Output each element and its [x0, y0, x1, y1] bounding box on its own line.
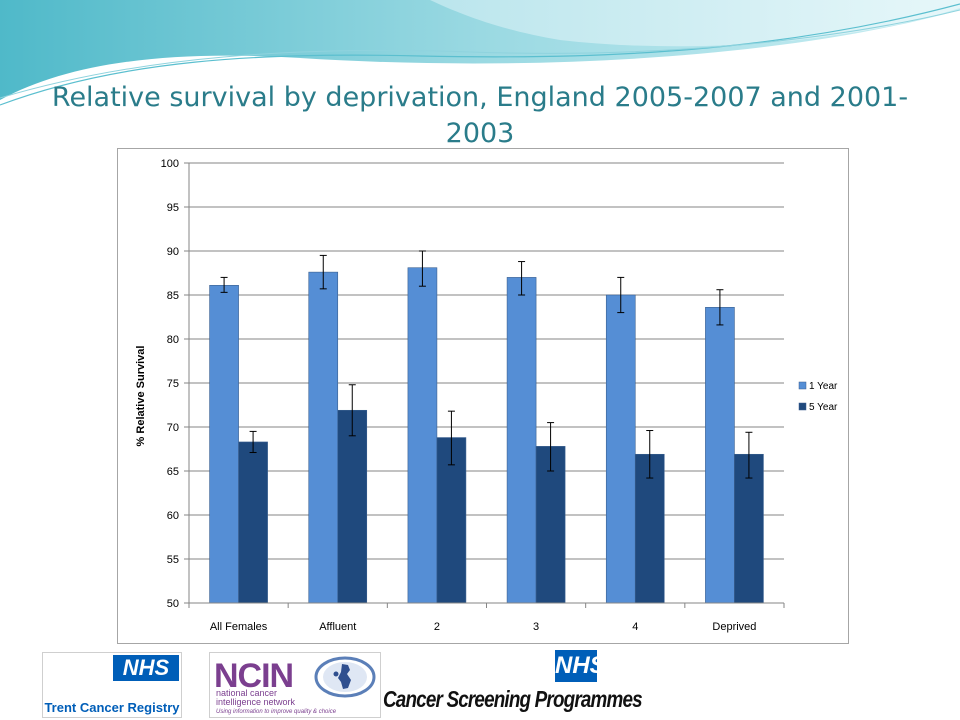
- bar-chart: 50 55 60 65 70 75 80 85 90 95 100 All Females Afflu…: [135, 158, 838, 633]
- bar-1-year: [209, 285, 239, 604]
- x-tick-label: All Females: [210, 621, 268, 633]
- bar-5-year: [634, 453, 665, 604]
- x-axis-ticks: All Females Affluent 2 3 4 Deprived: [188, 602, 785, 633]
- cancer-screening-programmes-logo: NHS Cancer Screening Programmes: [383, 650, 643, 720]
- y-tick-label: 90: [167, 246, 179, 258]
- globe-icon: [314, 656, 376, 698]
- y-tick-label: 80: [167, 334, 179, 346]
- legend: 1 Year 5 Year: [798, 381, 838, 413]
- x-tick-label: 2: [434, 621, 440, 633]
- ncin-logo: NCIN national cancer intelligence networ…: [209, 652, 381, 718]
- bar-1-year: [705, 307, 735, 604]
- csp-logo-label: Cancer Screening Programmes: [383, 686, 643, 712]
- bar-5-year: [535, 446, 566, 604]
- x-tick-label: 4: [632, 621, 638, 633]
- y-tick-label: 65: [167, 466, 179, 478]
- bar-5-year: [337, 409, 368, 604]
- y-tick-label: 95: [167, 202, 179, 214]
- bar-5-year: [238, 441, 268, 604]
- y-tick-label: 85: [167, 290, 179, 302]
- gridlines: [188, 162, 784, 604]
- bar-1-year: [407, 267, 438, 604]
- x-tick-label: 3: [533, 621, 539, 633]
- x-tick-label: Deprived: [712, 621, 756, 633]
- nhs-logo: NHS: [113, 655, 179, 681]
- bar-1-year: [308, 271, 339, 604]
- y-tick-label: 60: [167, 510, 179, 522]
- bars: [209, 267, 764, 604]
- y-axis-ticks: 50 55 60 65 70 75 80 85 90 95 100: [161, 158, 189, 610]
- legend-swatch: [798, 381, 807, 390]
- bar-1-year: [506, 277, 537, 604]
- y-tick-label: 55: [167, 554, 179, 566]
- error-bars: [220, 250, 753, 479]
- trent-logo-label: Trent Cancer Registry: [44, 700, 180, 715]
- ncin-subtitle-line1: national cancer: [216, 688, 278, 698]
- x-tick-label: Affluent: [319, 621, 356, 633]
- ncin-subtitle-line2: intelligence network: [216, 697, 296, 707]
- legend-swatch: [798, 402, 807, 411]
- header-swoosh-decoration: [0, 0, 960, 106]
- y-tick-label: 70: [167, 422, 179, 434]
- slide-title: Relative survival by deprivation, Englan…: [51, 82, 909, 149]
- chart-frame: 50 55 60 65 70 75 80 85 90 95 100 All Females Afflu…: [117, 148, 849, 644]
- trent-cancer-registry-logo: NHS Trent Cancer Registry: [42, 652, 182, 718]
- legend-label: 1 Year: [809, 381, 838, 392]
- y-tick-label: 50: [167, 598, 179, 610]
- y-axis-label: % Relative Survival: [135, 346, 147, 447]
- bar-1-year: [605, 294, 636, 604]
- nhs-logo: NHS: [555, 650, 606, 682]
- ncin-tagline: Using information to improve quality & c…: [216, 709, 337, 715]
- ncin-wordmark: NCIN: [214, 657, 294, 695]
- y-tick-label: 75: [167, 378, 179, 390]
- y-tick-label: 100: [161, 158, 179, 170]
- legend-label: 5 Year: [809, 402, 838, 413]
